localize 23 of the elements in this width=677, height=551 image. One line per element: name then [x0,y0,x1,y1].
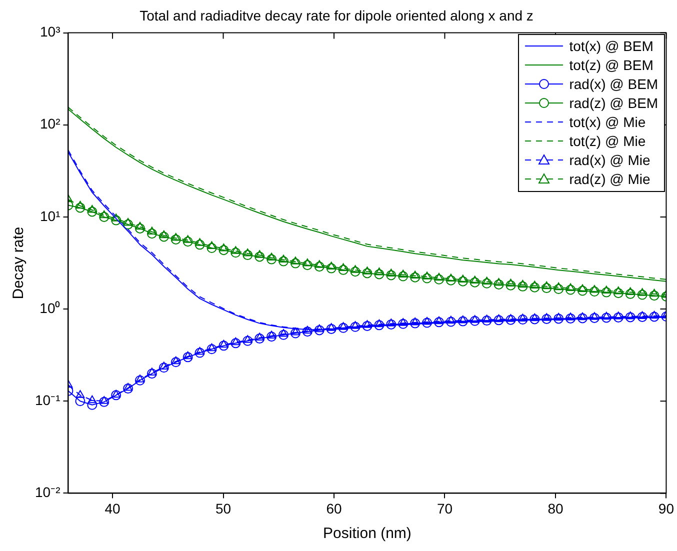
x-tick-label: 90 [658,500,674,516]
legend-label: tot(x) @ BEM [569,36,654,56]
y-tick-label: 10⁻² [35,484,61,500]
legend-label: rad(x) @ Mie [569,150,650,170]
x-tick-label: 50 [215,500,232,516]
legend-label: rad(x) @ BEM [569,74,658,94]
y-tick-label: 10¹ [40,208,61,224]
x-axis-title: Position (nm) [323,525,412,542]
y-tick-label: 10³ [40,24,61,40]
y-axis-title: Decay rate [10,226,28,300]
y-tick-label: 10² [40,116,61,132]
legend-label: tot(z) @ Mie [569,132,646,151]
legend-label: tot(x) @ Mie [569,112,646,132]
y-tick-label: 10⁰ [40,300,60,316]
chart-title: Total and radiaditve decay rate for dipole oriented along x and z [140,7,534,24]
y-tick-label: 10⁻¹ [35,392,61,408]
x-tick-label: 80 [548,500,564,516]
x-tick-label: 70 [436,500,453,516]
legend-label: tot(z) @ BEM [569,56,654,75]
x-tick-label: 60 [326,500,342,516]
legend-label: rad(z) @ Mie [569,170,650,189]
x-tick-label: 40 [104,500,121,516]
legend-label: rad(z) @ BEM [569,94,658,113]
